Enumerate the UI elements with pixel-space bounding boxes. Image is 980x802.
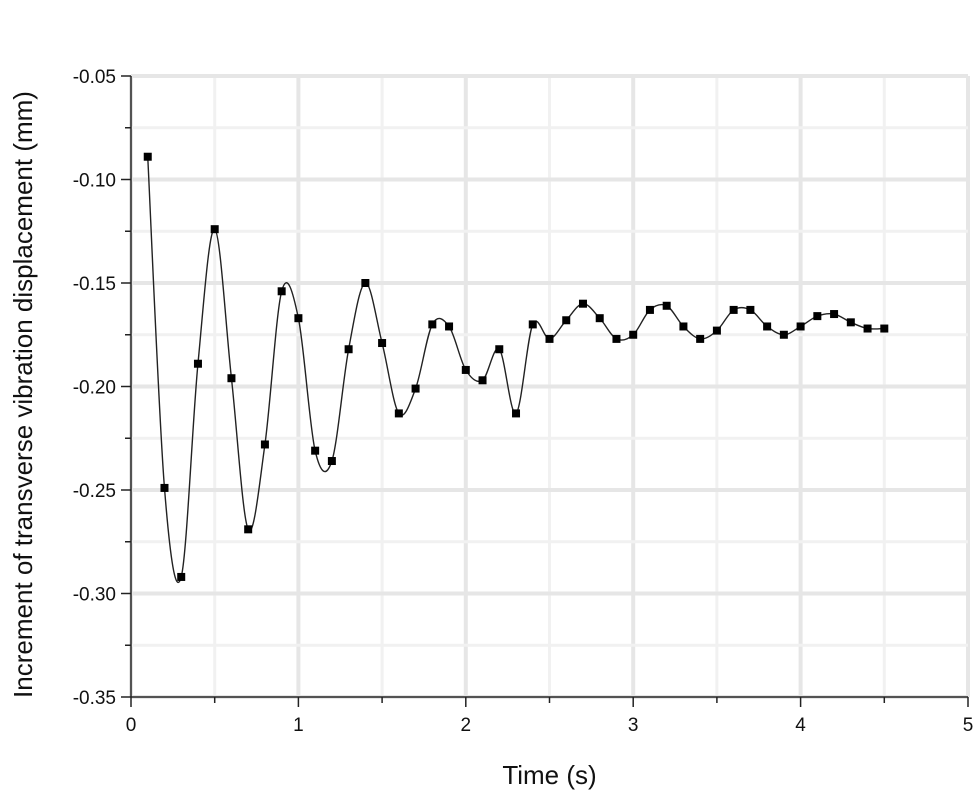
data-point-marker [495, 345, 504, 354]
data-point-marker [227, 374, 236, 383]
x-tick-label: 1 [293, 715, 304, 736]
series-line [147, 156, 885, 584]
data-point-marker [863, 324, 872, 333]
data-point-marker [361, 279, 370, 287]
data-point-marker [696, 334, 705, 343]
data-point-marker [311, 446, 320, 455]
data-point-marker [512, 409, 521, 418]
x-tick-label: 4 [795, 715, 806, 736]
data-point-marker [662, 301, 671, 310]
data-point-marker [562, 316, 571, 325]
x-tick-label: 5 [963, 715, 974, 736]
data-point-marker [729, 305, 738, 314]
data-point-marker [411, 384, 420, 393]
tick-labels: 0 1 2 3 4 5 -0.05 -0.10 -0.15 -0.20 -0.25 -0.30 -0.3… [73, 67, 974, 736]
data-point-marker [645, 305, 654, 314]
data-point-marker [846, 318, 855, 327]
data-point-marker [779, 330, 788, 339]
y-tick-label: -0.35 [73, 688, 116, 709]
data-point-marker [830, 310, 839, 319]
data-point-marker [277, 287, 286, 296]
y-tick-label: -0.15 [73, 274, 116, 295]
data-point-marker [612, 334, 621, 343]
x-tick-label: 3 [628, 715, 639, 736]
series-layer [143, 152, 889, 584]
data-point-marker [813, 312, 822, 321]
data-point-marker [210, 225, 219, 234]
data-point-marker [880, 324, 889, 333]
data-point-marker [160, 483, 169, 492]
data-point-marker [143, 152, 152, 161]
data-point-marker [528, 320, 537, 329]
data-point-marker [244, 525, 253, 534]
data-point-marker [327, 457, 336, 466]
data-point-marker [763, 322, 772, 331]
data-point-marker [177, 572, 186, 581]
data-point-marker [294, 314, 303, 323]
data-point-marker [461, 365, 470, 374]
data-point-marker [595, 314, 604, 323]
data-point-marker [344, 345, 353, 354]
data-point-marker [545, 334, 554, 343]
data-point-marker [478, 376, 487, 385]
axes [121, 75, 969, 707]
x-axis-title: Time (s) [502, 760, 596, 790]
data-point-marker [445, 322, 454, 331]
y-axis-title: Increment of transverse vibration displa… [8, 91, 38, 698]
data-point-marker [578, 299, 587, 308]
y-tick-label: -0.10 [73, 171, 116, 192]
data-point-marker [679, 322, 688, 331]
x-tick-label: 2 [461, 715, 472, 736]
data-point-marker [796, 322, 805, 331]
data-point-marker [629, 330, 638, 339]
data-point-marker [378, 339, 387, 348]
data-point-marker [746, 305, 755, 314]
x-tick-label: 0 [126, 715, 137, 736]
data-point-marker [193, 359, 202, 368]
y-tick-label: -0.20 [73, 378, 116, 399]
data-point-marker [712, 326, 721, 335]
data-point-marker [428, 320, 437, 329]
data-point-marker [394, 409, 403, 418]
grid [129, 74, 970, 699]
y-tick-label: -0.30 [73, 585, 116, 606]
y-tick-label: -0.05 [73, 67, 116, 88]
y-tick-label: -0.25 [73, 481, 116, 502]
data-point-marker [260, 440, 269, 449]
